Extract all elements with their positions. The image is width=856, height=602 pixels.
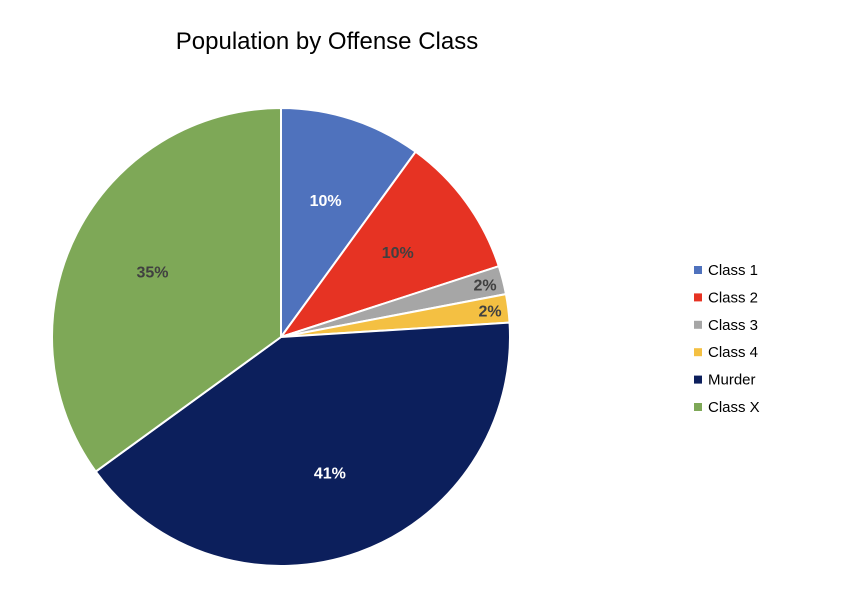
pie-slice-class-2 (278, 150, 501, 339)
legend-label-class-4: Class 4 (708, 344, 758, 361)
pie-slice-class-x (51, 106, 282, 474)
pie-slice-class-1 (280, 106, 417, 341)
slice-label-class-x: 35% (136, 265, 168, 282)
pie-slices (51, 106, 511, 567)
slice-label-class-3: 2% (473, 278, 496, 295)
legend-swatch-class-4 (694, 348, 702, 357)
slice-label-class-1: 10% (310, 193, 342, 210)
chart-title: Population by Offense Class (176, 28, 478, 55)
legend-swatch-class-x (694, 403, 702, 411)
legend-label-class-3: Class 3 (708, 317, 758, 334)
slice-label-murder: 41% (314, 466, 346, 483)
legend-swatch-class-2 (694, 293, 702, 302)
pie-slice-murder (94, 321, 511, 567)
legend-label-class-2: Class 2 (708, 289, 758, 306)
legend-swatch-murder (694, 375, 702, 384)
legend-swatch-class-3 (694, 320, 702, 329)
slice-label-class-4: 2% (478, 304, 501, 321)
slice-labels: 10% 10% 2% 2% 41% 35% (136, 193, 501, 483)
slice-label-class-2: 10% (382, 245, 414, 262)
legend: Class 1 Class 2 Class 3 Class 4 Murder Class … (694, 262, 760, 416)
legend-swatch-class-1 (694, 266, 702, 274)
legend-label-class-1: Class 1 (708, 262, 758, 279)
legend-label-class-x: Class X (708, 399, 760, 416)
legend-label-murder: Murder (708, 372, 756, 389)
